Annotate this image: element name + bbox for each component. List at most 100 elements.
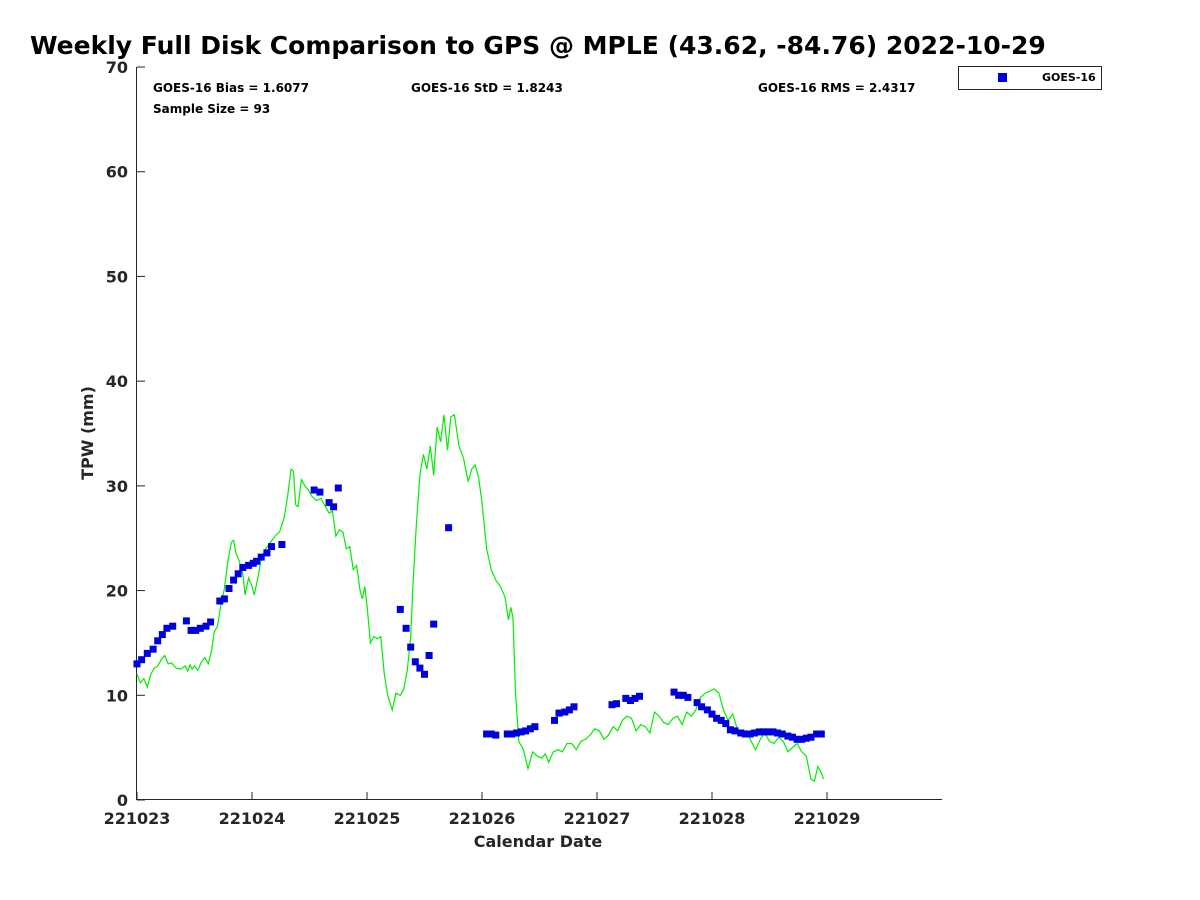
std-stat: GOES-16 StD = 1.8243	[411, 81, 563, 95]
legend-box	[958, 66, 1102, 90]
goes-16-point	[411, 658, 419, 666]
goes-16-point	[483, 730, 491, 738]
goes-16-point	[187, 626, 195, 634]
goes-16-point	[492, 731, 500, 739]
goes-16-point	[746, 730, 754, 738]
goes-16-point	[703, 706, 711, 714]
x-tick-label: 221028	[679, 809, 746, 828]
goes-16-point	[755, 728, 763, 736]
legend: GOES-16	[958, 66, 1102, 90]
x-tick-label: 221027	[564, 809, 631, 828]
goes-16-point	[149, 645, 157, 653]
goes-16-point	[220, 595, 228, 603]
goes-16-point	[693, 699, 701, 707]
goes-16-point	[751, 729, 758, 737]
goes-16-point	[698, 703, 706, 711]
goes-16-point	[675, 691, 683, 699]
goes-16-point	[555, 709, 563, 717]
goes-16-point	[741, 730, 749, 738]
goes-16-point	[445, 524, 453, 532]
goes-16-point	[670, 688, 678, 696]
goes-16-point	[708, 710, 716, 718]
goes-16-point	[679, 691, 687, 699]
goes-16-point	[216, 597, 224, 605]
goes-16-point	[713, 714, 721, 722]
goes-16-point	[396, 605, 404, 613]
x-tick-label: 221029	[794, 809, 861, 828]
bias-stat: GOES-16 Bias = 1.6077	[153, 81, 309, 95]
goes-16-point	[325, 499, 333, 507]
goes-16-point	[268, 543, 275, 551]
goes-16-point	[737, 729, 745, 737]
goes-16-point	[207, 618, 215, 626]
goes-16-point	[202, 622, 210, 630]
goes-16-point	[263, 549, 271, 557]
goes-16-point	[487, 730, 495, 738]
goes-16-point	[402, 624, 410, 632]
y-axis-label: TPW (mm)	[78, 386, 97, 480]
goes-16-point	[253, 557, 261, 565]
goes-16-point	[154, 637, 162, 645]
goes-16-point	[163, 624, 171, 632]
chart-title: Weekly Full Disk Comparison to GPS @ MPL…	[30, 31, 1046, 60]
goes-16-point	[143, 649, 151, 657]
goes-16-point	[760, 728, 768, 736]
goes-16-point	[138, 656, 146, 664]
y-tick-label: 20	[106, 582, 128, 601]
goes-16-point	[421, 670, 428, 678]
y-tick-label: 40	[106, 372, 128, 391]
goes-16-point	[570, 703, 578, 711]
goes-16-point	[551, 716, 558, 724]
goes-16-point	[769, 728, 777, 736]
goes-16-point	[789, 733, 796, 741]
goes-16-point	[608, 701, 616, 709]
x-tick-label: 221023	[104, 809, 171, 828]
goes-16-point	[182, 617, 190, 625]
goes-16-point	[192, 626, 200, 634]
sample-size-stat: Sample Size = 93	[153, 102, 270, 116]
x-tick-label: 221026	[449, 809, 516, 828]
y-tick-label: 30	[106, 477, 128, 496]
plot-area	[136, 67, 942, 800]
x-axis-label: Calendar Date	[474, 832, 603, 851]
goes-16-point	[508, 730, 516, 738]
goes-16-point	[774, 729, 781, 737]
goes-16-point	[513, 729, 520, 737]
goes-16-point	[636, 692, 643, 700]
goes-16-point	[561, 708, 569, 716]
y-tick-label: 0	[117, 791, 128, 810]
goes-16-point	[158, 631, 166, 639]
goes-16-point	[169, 622, 177, 630]
goes-16-point	[234, 570, 242, 578]
goes-16-series	[133, 484, 825, 743]
y-axis-ticks: 0 10 20 30 40 50 60 70	[106, 58, 145, 810]
y-tick-label: 10	[106, 686, 128, 705]
goes-16-point	[310, 486, 318, 494]
goes-16-point	[225, 585, 233, 592]
goes-16-point	[565, 706, 573, 714]
goes-16-point	[726, 726, 734, 734]
goes-16-point	[416, 664, 424, 672]
goes-16-point	[778, 730, 786, 738]
goes-16-point	[793, 735, 801, 743]
y-tick-label: 70	[106, 58, 128, 77]
goes-16-point	[817, 730, 825, 738]
goes-16-point	[196, 624, 204, 632]
goes-16-point	[531, 723, 539, 731]
goes-16-point	[807, 733, 815, 741]
goes-16-point	[230, 576, 238, 584]
goes-16-point	[407, 643, 415, 651]
goes-16-point	[631, 694, 639, 702]
x-axis-ticks: 221023 221024 221025 221026 221027 221028 2210…	[104, 792, 861, 828]
goes-16-point	[245, 561, 253, 569]
goes-16-point	[425, 652, 433, 659]
gps-line	[136, 413, 825, 783]
goes-16-point	[784, 732, 792, 740]
goes-16-point	[626, 697, 634, 704]
y-tick-label: 50	[106, 267, 128, 286]
goes-16-point	[503, 730, 511, 738]
goes-16-point	[278, 541, 286, 548]
goes-16-point	[522, 727, 530, 735]
goes-16-point	[813, 730, 821, 738]
